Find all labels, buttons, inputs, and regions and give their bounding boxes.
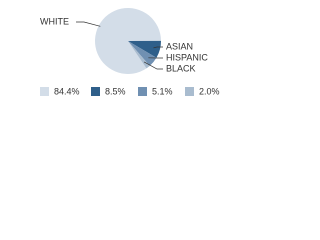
slice-label: HISPANIC [166,52,208,62]
legend-swatch [40,87,49,96]
legend-label: 8.5% [105,86,126,96]
pie-slice [95,8,161,75]
legend-label: 84.4% [54,86,80,96]
leader-line [143,61,163,70]
legend-swatch [91,87,100,96]
slice-label: WHITE [40,16,69,26]
slice-label: ASIAN [166,41,193,51]
pie-slice [128,41,157,66]
leader-line [153,46,163,49]
slice-label: BLACK [166,63,196,73]
pie-slice [128,41,150,69]
legend-swatch [185,87,194,96]
leader-line [76,21,101,27]
legend-swatch [138,87,147,96]
pie-slice [128,40,162,58]
legend-label: 5.1% [152,86,173,96]
legend-label: 2.0% [199,86,220,96]
